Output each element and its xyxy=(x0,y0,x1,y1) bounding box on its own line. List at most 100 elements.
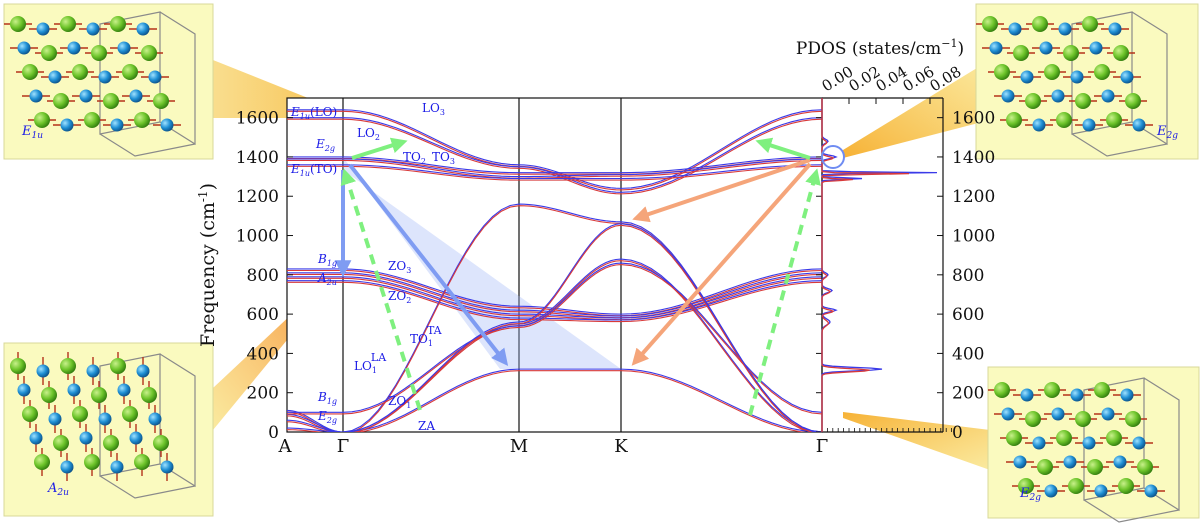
boron-atom xyxy=(1094,382,1110,398)
boron-atom xyxy=(41,387,57,403)
y-axis-label: Frequency (cm-1) xyxy=(196,183,219,347)
boron-atom xyxy=(122,406,138,422)
boron-atom xyxy=(1025,411,1041,427)
arrow-orange-low xyxy=(631,162,812,366)
nitrogen-atom xyxy=(60,118,74,132)
boron-atom xyxy=(1087,459,1103,475)
nitrogen-atom xyxy=(98,412,112,426)
phonon-branch xyxy=(287,224,815,432)
label-lo2: LO2 xyxy=(357,126,380,142)
y-tick-label: 0 xyxy=(268,423,279,443)
nitrogen-atom xyxy=(79,431,93,445)
label-b1g: B1g xyxy=(317,252,337,268)
beam-top-right xyxy=(843,60,990,158)
nitrogen-atom xyxy=(36,364,50,378)
nitrogen-atom xyxy=(1070,70,1084,84)
boron-atom xyxy=(1056,112,1072,128)
boron-atom xyxy=(10,358,26,374)
arrow-green-right xyxy=(755,137,811,160)
boron-atom xyxy=(91,387,107,403)
boron-atom xyxy=(1006,112,1022,128)
unit-cell-box xyxy=(1071,11,1168,157)
nitrogen-atom xyxy=(129,89,143,103)
boron-atom xyxy=(1044,64,1060,80)
label-b1g-low: B1g xyxy=(317,390,337,406)
phonon-branch xyxy=(287,281,822,323)
boron-atom xyxy=(122,64,138,80)
y-tick-label: 600 xyxy=(247,305,279,325)
nitrogen-atom xyxy=(29,89,43,103)
boron-atom xyxy=(91,45,107,61)
nitrogen-atom xyxy=(989,41,1003,55)
nitrogen-atom xyxy=(1051,89,1065,103)
boron-atom xyxy=(72,406,88,422)
nitrogen-atom xyxy=(67,41,81,55)
dispersion-plot: 0 200 400 600 800 1000 1200 1400 1600 0 200 400 600 8… xyxy=(196,97,995,457)
boron-atom xyxy=(41,45,57,61)
boron-atom xyxy=(1118,478,1134,494)
arrow-orange-high xyxy=(632,158,811,223)
nitrogen-atom xyxy=(79,89,93,103)
label-e2g: E2g xyxy=(315,137,335,153)
panel-top-left: E1u xyxy=(3,3,214,160)
nitrogen-atom xyxy=(17,383,31,397)
nitrogen-atom xyxy=(86,364,100,378)
boron-atom xyxy=(1063,45,1079,61)
nitrogen-atom xyxy=(1058,22,1072,36)
label-e1u-to: E1u(TO) xyxy=(290,162,337,178)
nitrogen-atom xyxy=(1082,436,1096,450)
phonon-branch xyxy=(287,223,822,432)
nitrogen-atom xyxy=(29,431,43,445)
beam-bottom-right xyxy=(843,412,990,470)
panel-top-right: E2g xyxy=(975,3,1199,160)
boron-atom xyxy=(34,454,50,470)
plot-frame xyxy=(286,97,823,433)
phonon-branch xyxy=(287,165,822,181)
nitrogen-atom xyxy=(160,460,174,474)
boron-atom xyxy=(1075,411,1091,427)
boron-atom xyxy=(84,454,100,470)
nitrogen-atom xyxy=(129,431,143,445)
nitrogen-atom xyxy=(148,70,162,84)
boron-atom xyxy=(34,112,50,128)
boron-atom xyxy=(22,406,38,422)
nitrogen-atom xyxy=(1070,388,1084,402)
nitrogen-atom xyxy=(1082,118,1096,132)
pdos-y-tick-label: 1400 xyxy=(952,148,995,168)
boron-atom xyxy=(110,358,126,374)
boron-atom xyxy=(1044,382,1060,398)
nitrogen-atom xyxy=(1120,70,1134,84)
y-tick-label: 1400 xyxy=(236,148,279,168)
unit-cell-box xyxy=(99,353,196,499)
label-to2: TO2 xyxy=(403,150,426,166)
y-tick-label: 1000 xyxy=(236,227,279,247)
boron-atom xyxy=(1125,411,1141,427)
boron-atom xyxy=(1025,93,1041,109)
nitrogen-atom xyxy=(1132,118,1146,132)
boron-atom xyxy=(84,112,100,128)
panel-bottom-right: E2g xyxy=(987,366,1200,523)
boron-atom xyxy=(994,382,1010,398)
unit-cell-box xyxy=(99,11,196,157)
label-za: ZA xyxy=(418,419,435,433)
nitrogen-atom xyxy=(1013,455,1027,469)
boron-atom xyxy=(1137,459,1153,475)
boron-atom xyxy=(103,93,119,109)
nitrogen-atom xyxy=(110,118,124,132)
hs-label-k: K xyxy=(614,436,628,457)
phonon-branch xyxy=(287,280,822,321)
nitrogen-atom xyxy=(1032,118,1046,132)
nitrogen-atom xyxy=(1032,436,1046,450)
nitrogen-atom xyxy=(86,22,100,36)
nitrogen-atom xyxy=(136,22,150,36)
nitrogen-atom xyxy=(148,412,162,426)
nitrogen-atom xyxy=(1132,436,1146,450)
hs-label-a: A xyxy=(278,436,293,457)
nitrogen-atom xyxy=(48,412,62,426)
nitrogen-atom xyxy=(117,383,131,397)
phonon-branch xyxy=(287,273,822,319)
phonon-branch xyxy=(287,203,822,432)
boron-atom xyxy=(1125,93,1141,109)
pdos-y-tick-label: 1200 xyxy=(952,187,995,207)
